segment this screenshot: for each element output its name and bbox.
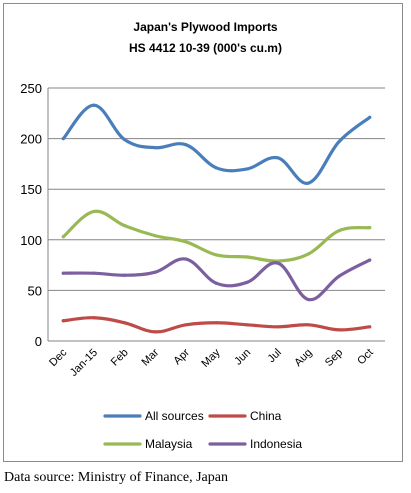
y-tick-label: 200 [20, 132, 42, 147]
data-point-all-sources [92, 103, 96, 107]
data-point-malaysia [214, 253, 219, 257]
data-point-malaysia [92, 209, 96, 214]
chart-title: Japan's Plywood Imports [133, 20, 278, 34]
data-point-all-sources [337, 140, 341, 144]
data-point-all-sources [122, 138, 127, 142]
data-point-all-sources [368, 115, 372, 119]
data-point-china [61, 319, 65, 323]
x-tick-label: May [199, 346, 223, 370]
x-tick-label: Jan-15 [68, 347, 100, 379]
data-point-china [306, 323, 311, 327]
data-point-all-sources [306, 181, 311, 185]
data-point-malaysia [184, 240, 188, 244]
data-point-indonesia [337, 274, 341, 278]
x-tick-label: Aug [292, 347, 314, 369]
data-point-all-sources [245, 167, 249, 171]
data-point-indonesia [92, 271, 96, 275]
x-tick-label: Mar [139, 346, 161, 368]
chart-subtitle: HS 4412 10-39 (000's cu.m) [129, 41, 282, 55]
data-point-china [214, 321, 219, 325]
data-point-indonesia [61, 271, 65, 275]
data-point-china [337, 328, 341, 332]
x-tick-label: Oct [355, 347, 376, 368]
data-point-malaysia [368, 226, 372, 230]
data-point-malaysia [337, 229, 341, 233]
y-tick-label: 50 [28, 283, 42, 298]
data-point-indonesia [245, 280, 249, 284]
x-tick-label: Sep [323, 347, 345, 369]
data-point-all-sources [276, 156, 280, 160]
x-tick-label: Apr [171, 346, 192, 367]
y-tick-label: 250 [20, 81, 42, 96]
data-point-malaysia [61, 235, 65, 239]
legend-label-all-sources: All sources [145, 409, 204, 423]
legend-label-china: China [250, 409, 282, 423]
data-point-indonesia [306, 297, 311, 302]
data-point-china [276, 325, 280, 329]
series-line-indonesia [61, 257, 372, 302]
data-point-indonesia [368, 258, 372, 262]
data-point-china [92, 316, 96, 320]
data-point-china [153, 330, 157, 334]
x-tick-label: Jul [265, 347, 283, 365]
data-point-china [184, 323, 188, 327]
data-point-all-sources [153, 146, 157, 150]
data-point-malaysia [245, 255, 249, 259]
y-tick-label: 100 [20, 233, 42, 248]
data-source-note: Data source: Ministry of Finance, Japan [4, 470, 228, 485]
data-point-malaysia [122, 224, 127, 228]
data-point-all-sources [214, 166, 219, 170]
y-tick-label: 150 [20, 182, 42, 197]
data-point-indonesia [184, 257, 188, 261]
data-point-china [368, 325, 372, 329]
y-tick-label: 0 [35, 334, 42, 349]
legend-label-indonesia: Indonesia [250, 437, 302, 451]
data-point-china [122, 321, 127, 325]
data-point-indonesia [122, 273, 127, 277]
data-point-china [245, 323, 249, 327]
data-point-indonesia [276, 261, 280, 265]
x-tick-label: Dec [47, 346, 70, 369]
x-tick-label: Feb [109, 347, 131, 369]
legend-label-malaysia: Malaysia [145, 437, 193, 451]
data-point-all-sources [184, 143, 188, 147]
data-point-malaysia [306, 252, 311, 256]
data-point-all-sources [61, 137, 65, 141]
data-point-malaysia [153, 234, 157, 238]
series-line-china [61, 316, 372, 334]
x-tick-label: Jun [232, 347, 253, 368]
data-point-indonesia [153, 270, 157, 274]
series-line-all-sources [61, 103, 372, 185]
data-point-indonesia [214, 281, 219, 285]
